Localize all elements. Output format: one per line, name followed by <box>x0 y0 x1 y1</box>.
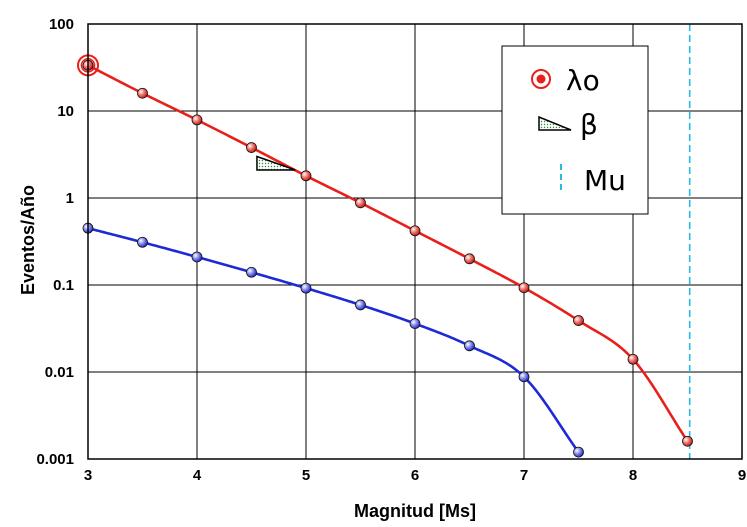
legend-label-mu: Mu <box>584 164 626 197</box>
y-tick-label: 10 <box>57 103 74 120</box>
data-point <box>137 87 148 99</box>
data-point <box>191 114 203 126</box>
series-line-1 <box>87 226 580 453</box>
data-point <box>682 435 693 447</box>
lambda-marker-icon <box>531 69 551 89</box>
data-point <box>464 253 475 265</box>
y-tick-label: 0.001 <box>36 451 74 468</box>
legend-label-lambda: λo <box>566 64 600 97</box>
data-point <box>246 266 257 278</box>
beta-triangle-icon <box>538 115 572 131</box>
x-tick-label: 6 <box>411 467 419 484</box>
y-tick-label: 1 <box>66 190 74 207</box>
data-point <box>355 299 366 311</box>
beta-layer <box>256 155 296 171</box>
data-point <box>246 142 257 153</box>
y-tick-label: 0.1 <box>53 277 74 294</box>
data-point <box>300 170 312 182</box>
data-point <box>518 371 530 383</box>
plot-frame <box>87 23 743 460</box>
x-tick-label: 4 <box>193 467 202 484</box>
legend-label-beta: β <box>580 108 598 141</box>
series-line-0 <box>87 64 689 442</box>
data-point <box>409 318 421 330</box>
x-tick-label: 7 <box>520 467 528 484</box>
x-tick-label: 9 <box>738 467 746 484</box>
data-point <box>300 282 312 294</box>
legend-box <box>501 45 649 215</box>
ticks-layer: 3 4 5 6 7 8 9 0.001 0.01 0.1 1 10 100 <box>36 16 746 484</box>
x-tick-label: 5 <box>302 467 310 484</box>
data-point <box>464 340 475 352</box>
series-layer <box>87 64 689 453</box>
data-point <box>355 197 366 209</box>
data-point <box>518 282 530 294</box>
y-axis-label: Eventos/Año <box>18 185 38 295</box>
data-point <box>191 251 203 263</box>
data-point <box>573 315 584 326</box>
y-tick-label: 100 <box>49 16 74 33</box>
legend: λo β Mu <box>501 45 649 215</box>
data-point <box>137 236 148 248</box>
x-axis-label: Magnitud [Ms] <box>354 501 476 521</box>
x-tick-label: 3 <box>84 467 92 484</box>
y-tick-label: 0.01 <box>45 364 74 381</box>
data-point <box>409 225 421 237</box>
x-tick-label: 8 <box>629 467 637 484</box>
data-point <box>573 446 584 458</box>
beta-slope-triangle <box>256 155 296 171</box>
data-point <box>627 353 639 365</box>
